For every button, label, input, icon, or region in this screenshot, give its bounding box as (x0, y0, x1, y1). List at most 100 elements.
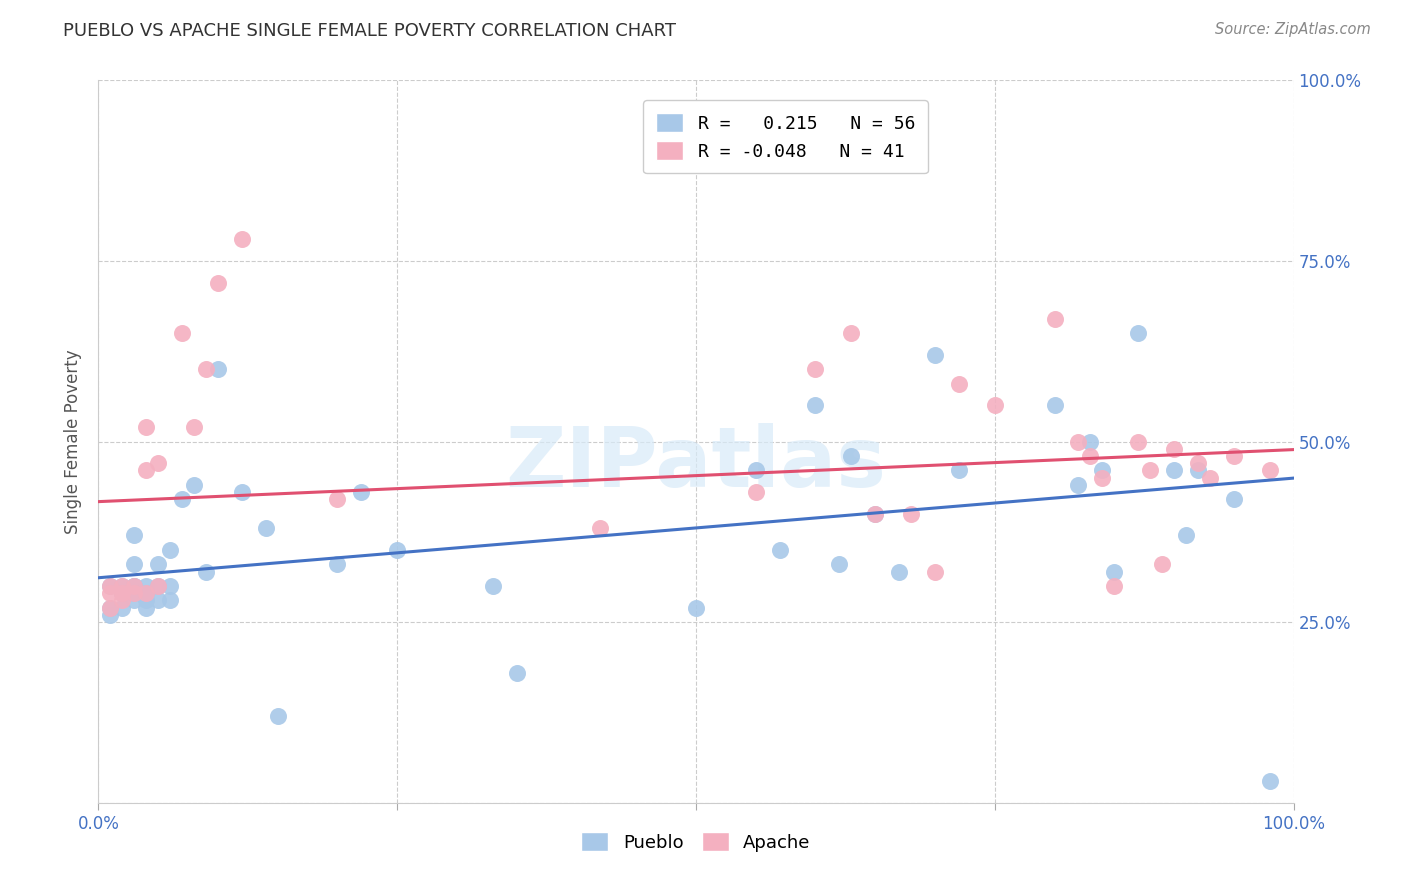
Point (111, 579, 134, 593)
Point (1128, 434, 1150, 449)
Point (124, 579, 146, 593)
Point (745, 485, 768, 500)
Point (98, 579, 122, 593)
Point (1258, 774, 1281, 789)
Text: ZIPatlas: ZIPatlas (506, 423, 886, 504)
Point (124, 528, 146, 542)
Point (98, 600, 122, 615)
Point (111, 600, 134, 615)
Point (135, 586, 157, 600)
Point (984, 398, 1007, 412)
Point (135, 420, 157, 434)
Point (111, 586, 134, 600)
Point (135, 463, 157, 477)
Point (159, 579, 181, 593)
Point (1139, 463, 1161, 477)
Y-axis label: Single Female Poverty: Single Female Poverty (65, 350, 83, 533)
Point (195, 565, 218, 579)
Point (768, 542, 790, 557)
Point (135, 593, 157, 607)
Point (254, 521, 277, 535)
Point (589, 521, 612, 535)
Point (1104, 565, 1126, 579)
Point (231, 485, 253, 500)
Point (1043, 398, 1066, 412)
Point (159, 593, 181, 607)
Point (111, 586, 134, 600)
Point (1104, 579, 1126, 593)
Point (1163, 463, 1185, 477)
Point (195, 362, 218, 376)
Point (124, 579, 146, 593)
Point (148, 579, 170, 593)
Point (124, 586, 146, 600)
Point (172, 326, 194, 340)
Point (1175, 528, 1198, 542)
Point (172, 492, 194, 507)
Legend: Pueblo, Apache: Pueblo, Apache (574, 824, 818, 859)
Point (948, 376, 970, 391)
Point (135, 579, 157, 593)
Point (1163, 442, 1185, 456)
Point (231, 232, 253, 246)
Point (124, 593, 146, 607)
Point (148, 456, 170, 470)
Point (924, 348, 946, 362)
Point (183, 420, 205, 434)
Point (207, 276, 229, 290)
Point (207, 362, 229, 376)
Point (804, 398, 827, 412)
Point (1080, 449, 1102, 463)
Point (267, 709, 290, 723)
Point (135, 586, 157, 600)
Point (124, 558, 146, 572)
Point (1223, 492, 1246, 507)
Point (111, 586, 134, 600)
Point (385, 542, 409, 557)
Point (481, 579, 505, 593)
Text: Source: ZipAtlas.com: Source: ZipAtlas.com (1215, 22, 1371, 37)
Point (828, 558, 851, 572)
Point (326, 492, 349, 507)
Point (889, 565, 911, 579)
Point (841, 326, 863, 340)
Point (124, 579, 146, 593)
Point (1067, 434, 1090, 449)
Point (1223, 449, 1246, 463)
Point (183, 478, 205, 492)
Text: PUEBLO VS APACHE SINGLE FEMALE POVERTY CORRELATION CHART: PUEBLO VS APACHE SINGLE FEMALE POVERTY C… (63, 22, 676, 40)
Point (1091, 470, 1114, 484)
Point (804, 362, 827, 376)
Point (98, 607, 122, 622)
Point (159, 542, 181, 557)
Point (111, 593, 134, 607)
Point (865, 507, 887, 521)
Point (326, 558, 349, 572)
Point (1187, 463, 1209, 477)
Point (685, 600, 707, 615)
Point (111, 579, 134, 593)
Point (1067, 478, 1090, 492)
Point (506, 665, 529, 680)
Point (841, 449, 863, 463)
Point (148, 593, 170, 607)
Point (98, 586, 122, 600)
Point (135, 600, 157, 615)
Point (1128, 326, 1150, 340)
Point (1152, 558, 1174, 572)
Point (98, 600, 122, 615)
Point (98, 579, 122, 593)
Point (1080, 434, 1102, 449)
Point (1187, 456, 1209, 470)
Point (745, 463, 768, 477)
Point (865, 507, 887, 521)
Point (1258, 463, 1281, 477)
Point (1199, 470, 1222, 484)
Point (924, 565, 946, 579)
Point (900, 507, 922, 521)
Point (1043, 311, 1066, 326)
Point (124, 586, 146, 600)
Point (350, 485, 373, 500)
Point (148, 579, 170, 593)
Point (948, 463, 970, 477)
